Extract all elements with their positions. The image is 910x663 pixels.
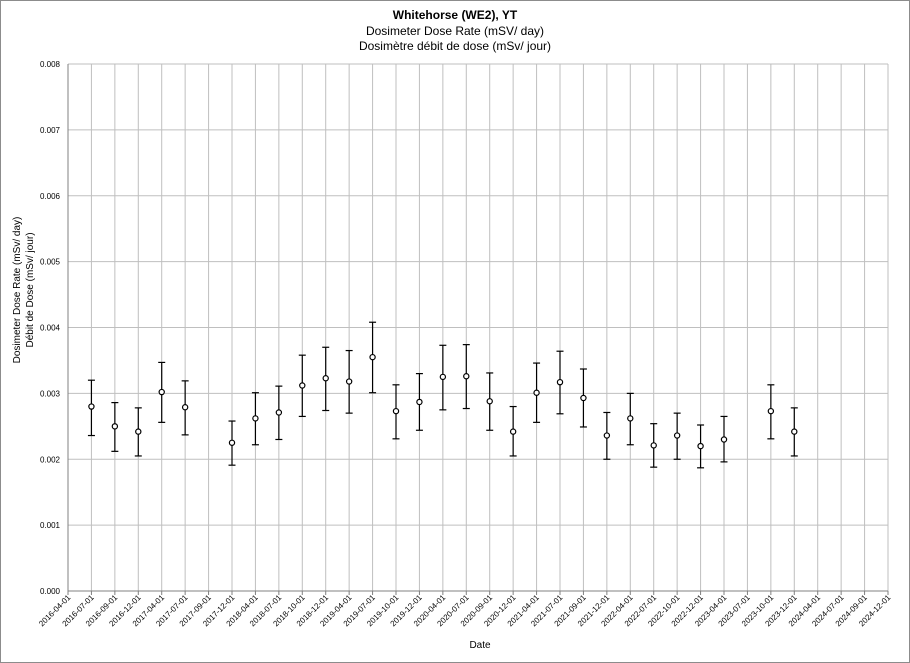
point-marker bbox=[509, 428, 517, 435]
point-marker bbox=[791, 428, 798, 435]
data-point bbox=[697, 424, 705, 469]
y-axis-title-fr: Débit de Dose (mSv/ jour) bbox=[25, 232, 36, 347]
point-marker bbox=[627, 415, 634, 422]
y-tick-label: 0.003 bbox=[40, 389, 61, 398]
y-tick-labels: 0.000 0.001 0.002 0.003 0.004 0.005 0.006 0.007… bbox=[40, 60, 61, 596]
y-tick-label: 0.007 bbox=[40, 126, 61, 135]
chart-subtitle-fr: Dosimètre débit de dose (mSv/ jour) bbox=[358, 39, 552, 53]
data-point bbox=[158, 361, 166, 423]
y-tick-label: 0.004 bbox=[40, 324, 61, 333]
point-marker bbox=[322, 375, 329, 382]
point-marker bbox=[673, 432, 681, 439]
point-marker bbox=[439, 373, 447, 381]
point-marker bbox=[228, 439, 236, 446]
point-marker bbox=[392, 407, 400, 415]
point-marker bbox=[697, 442, 704, 450]
point-marker bbox=[463, 373, 470, 380]
data-point bbox=[509, 405, 517, 457]
data-points bbox=[87, 321, 798, 469]
point-marker bbox=[88, 403, 95, 410]
point-marker bbox=[486, 398, 493, 405]
y-tick-label: 0.002 bbox=[40, 455, 61, 464]
data-point bbox=[345, 349, 353, 414]
data-point bbox=[369, 321, 377, 394]
data-point bbox=[767, 384, 775, 440]
data-point bbox=[181, 380, 189, 436]
x-tick-labels: 2016-04-012016-07-012016-09-012016-12-01… bbox=[37, 593, 893, 629]
point-marker bbox=[580, 394, 587, 402]
point-marker bbox=[252, 415, 259, 422]
point-marker bbox=[720, 436, 728, 443]
chart-title: Whitehorse (WE2), YT bbox=[392, 8, 518, 22]
grid-layer bbox=[67, 63, 889, 592]
data-point bbox=[650, 423, 658, 468]
data-point bbox=[579, 368, 587, 428]
chart-subtitle-en: Dosimeter Dose Rate (mSV/ day) bbox=[365, 24, 545, 38]
data-point bbox=[251, 392, 259, 446]
point-marker bbox=[345, 378, 353, 385]
point-marker bbox=[603, 432, 611, 439]
point-marker bbox=[181, 404, 189, 411]
data-point bbox=[134, 407, 142, 457]
data-point bbox=[462, 344, 470, 410]
y-tick-label: 0.006 bbox=[40, 192, 61, 201]
data-point bbox=[439, 344, 447, 411]
point-marker bbox=[111, 423, 119, 430]
point-marker bbox=[533, 389, 540, 396]
y-axis-title-en: Dosimeter Dose Rate (mSv/ day) bbox=[12, 217, 23, 364]
data-point bbox=[673, 412, 681, 460]
data-point bbox=[603, 411, 611, 460]
data-point bbox=[228, 420, 236, 466]
data-point bbox=[533, 362, 541, 423]
point-marker bbox=[416, 398, 423, 406]
data-point bbox=[111, 401, 119, 452]
data-point bbox=[790, 407, 798, 457]
point-marker bbox=[135, 428, 142, 435]
data-point bbox=[415, 373, 423, 431]
data-point bbox=[322, 346, 330, 412]
data-point bbox=[626, 392, 634, 446]
point-marker bbox=[158, 388, 165, 396]
data-point bbox=[87, 379, 95, 437]
data-point bbox=[486, 372, 494, 431]
y-tick-label: 0.005 bbox=[40, 258, 61, 267]
point-marker bbox=[275, 409, 283, 416]
point-marker bbox=[650, 442, 657, 449]
y-tick-label: 0.008 bbox=[40, 60, 61, 69]
data-point bbox=[275, 385, 283, 441]
data-point bbox=[720, 415, 728, 463]
y-tick-label: 0.000 bbox=[40, 587, 61, 596]
data-point bbox=[298, 354, 306, 418]
x-axis-title: Date bbox=[469, 640, 491, 651]
axis-layer bbox=[67, 64, 889, 595]
point-marker bbox=[556, 378, 564, 386]
y-tick-label: 0.001 bbox=[40, 521, 61, 530]
data-point bbox=[392, 384, 400, 440]
point-marker bbox=[299, 382, 306, 389]
data-point bbox=[556, 350, 564, 415]
point-marker bbox=[767, 407, 775, 415]
point-marker bbox=[369, 353, 376, 361]
